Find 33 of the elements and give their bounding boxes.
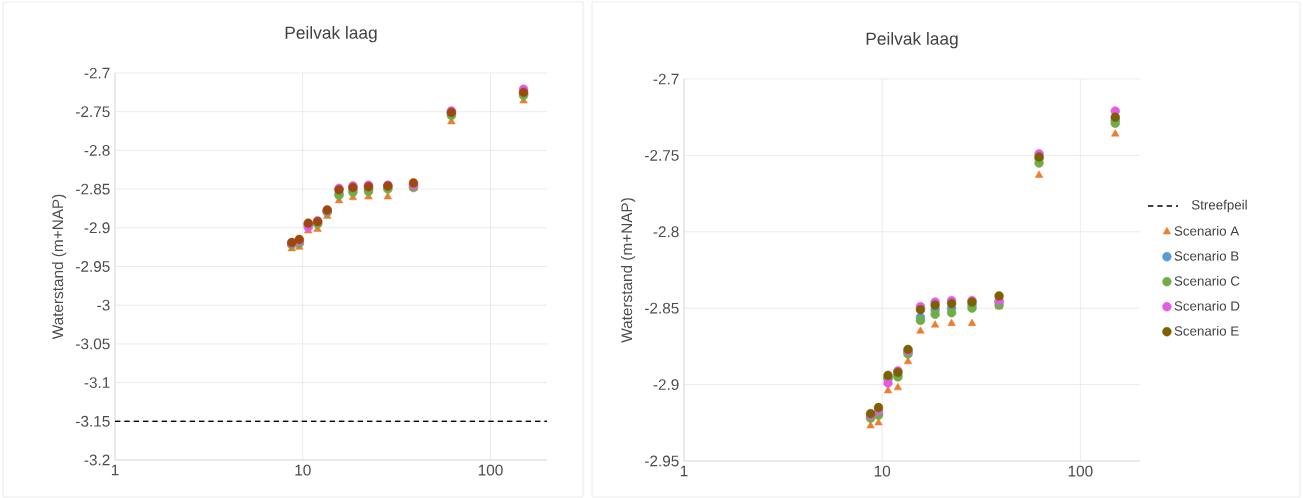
legend-label: Streefpeil — [1191, 199, 1247, 213]
y-tick-label: -3.2 — [84, 454, 110, 466]
legend-label: Scenario C — [1174, 275, 1240, 286]
y-tick-label: -2.7 — [84, 67, 110, 79]
legend-label: Scenario E — [1174, 325, 1239, 336]
x-tick-label: 100 — [1068, 465, 1093, 477]
x-tick-label: 10 — [874, 465, 891, 477]
y-tick-label: -2.75 — [76, 106, 110, 118]
x-tick-label: 1 — [111, 464, 119, 476]
y-tick-label: -2.85 — [645, 302, 679, 314]
y-tick-label: -3.15 — [76, 415, 110, 427]
legend-label: Scenario B — [1174, 250, 1239, 261]
x-tick-label: 100 — [478, 464, 503, 476]
y-tick-label: -2.9 — [84, 222, 110, 234]
y-axis-title: Waterstand (m+NAP) — [51, 194, 67, 340]
y-tick-label: -2.85 — [76, 183, 110, 195]
y-tick-label: -2.95 — [76, 261, 110, 272]
y-tick-label: -2.75 — [645, 149, 679, 161]
y-axis-title: Waterstand (m+NAP) — [620, 198, 636, 343]
y-tick-label: -2.8 — [653, 226, 679, 238]
y-tick-label: -3.1 — [84, 377, 110, 389]
y-tick-label: -2.95 — [645, 455, 679, 467]
y-tick-label: -2.7 — [653, 73, 679, 85]
x-tick-label: 1 — [680, 465, 688, 477]
y-tick-label: -3 — [97, 299, 110, 311]
chart-title: Peilvak laag — [866, 32, 958, 49]
y-tick-label: -2.9 — [653, 379, 679, 391]
x-tick-label: 10 — [295, 464, 311, 476]
y-tick-label: -3.05 — [76, 338, 110, 350]
y-tick-label: -2.8 — [84, 144, 110, 156]
legend-label: Scenario A — [1174, 225, 1240, 236]
legend-label: Scenario D — [1174, 300, 1240, 311]
chart-title: Peilvak laag — [285, 26, 377, 43]
